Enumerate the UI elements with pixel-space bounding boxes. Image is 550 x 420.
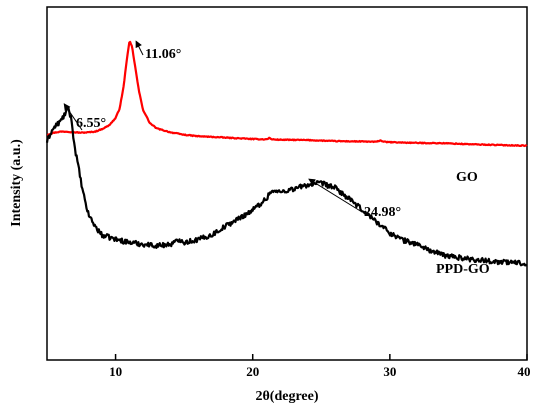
x-tick-label: 30 — [383, 364, 396, 379]
x-axis-ticks: 10 20 30 40 — [109, 354, 531, 379]
series-line-go — [46, 40, 528, 148]
peak-arrow — [308, 178, 363, 213]
series-layer — [45, 40, 528, 267]
peak-label-6-55: 6.55° — [76, 116, 106, 131]
plot-frame — [46, 6, 528, 361]
peak-label-11-06: 11.06° — [145, 47, 181, 62]
peak-label-24-98: 24.98° — [364, 205, 401, 220]
x-tick-label: 40 — [518, 364, 531, 379]
peak-arrow — [135, 40, 144, 56]
x-axis-title: 2θ(degree) — [255, 389, 318, 404]
peak-arrow — [63, 103, 83, 131]
y-axis-title: Intensity (a.u.) — [9, 139, 24, 227]
series-line-ppd-go — [45, 105, 528, 267]
x-tick-label: 20 — [246, 364, 259, 379]
x-tick-label: 10 — [109, 364, 122, 379]
series-label-go: GO — [456, 170, 478, 185]
series-label-ppd-go: PPD-GO — [436, 262, 490, 277]
peak-annotations — [63, 40, 363, 213]
